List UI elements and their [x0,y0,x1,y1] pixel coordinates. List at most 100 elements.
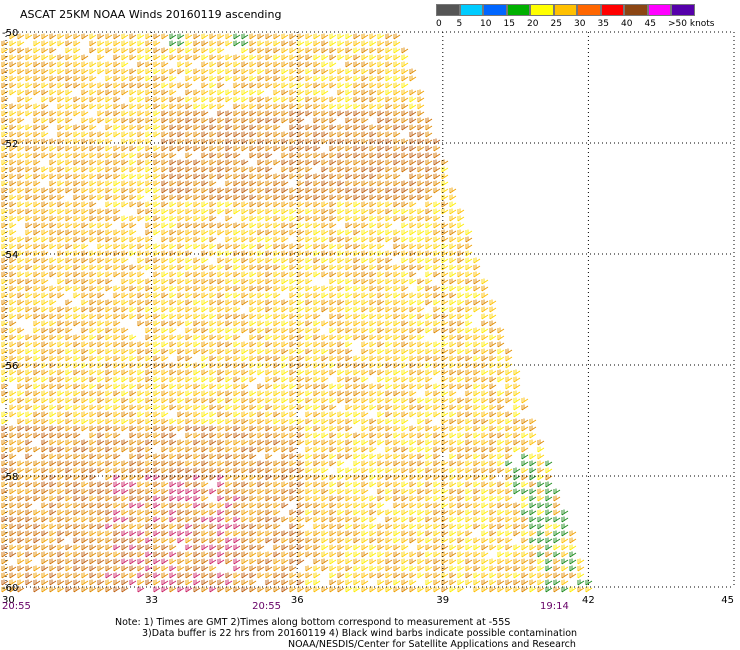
wind-barb [393,159,401,166]
wind-barb [41,82,49,89]
wind-barb [25,229,33,236]
wind-barb [553,516,561,523]
wind-barb [249,530,257,537]
wind-barb [193,292,201,299]
wind-barb [505,453,513,460]
wind-barb [529,572,537,579]
wind-barb [337,334,345,341]
wind-barb [209,313,217,320]
wind-barb [289,250,297,257]
wind-barb [105,61,113,68]
wind-barb [449,439,457,446]
wind-barb [297,173,305,180]
wind-barb [153,481,161,488]
wind-barb [81,271,89,278]
wind-barb [49,47,57,54]
wind-barb [401,201,409,208]
wind-barb [1,425,9,432]
wind-barb [169,257,177,264]
wind-barb [49,75,57,82]
wind-barb [113,341,121,348]
wind-barb [377,243,385,250]
wind-barb [513,523,521,530]
wind-barb [433,551,441,558]
wind-barb [265,285,273,292]
wind-barb [25,75,33,82]
wind-barb [329,565,337,572]
wind-barb [57,460,65,467]
wind-barb [121,355,129,362]
wind-barb [25,313,33,320]
wind-barb [97,187,105,194]
wind-barb [33,474,41,481]
wind-barb [65,145,73,152]
wind-barb [241,194,249,201]
wind-barb [441,285,449,292]
wind-barb [105,579,113,586]
wind-barb [1,306,9,313]
wind-barb [145,292,153,299]
wind-barb [233,383,241,390]
wind-barb [465,509,473,516]
wind-barb [153,201,161,208]
wind-barb [457,264,465,271]
wind-barb [489,488,497,495]
wind-barb [97,89,105,96]
wind-barb [377,250,385,257]
wind-barb [105,103,113,110]
wind-barb [385,341,393,348]
wind-barb [105,516,113,523]
note-line-2: 3)Data buffer is 22 hrs from 20160119 4)… [142,628,578,639]
wind-barb [105,446,113,453]
wind-barb [337,166,345,173]
wind-barb [401,404,409,411]
wind-barb [433,397,441,404]
wind-barb [49,355,57,362]
wind-barb [281,544,289,551]
wind-barb [281,159,289,166]
wind-barb [521,572,529,579]
wind-barb [17,159,25,166]
wind-barb [457,397,465,404]
wind-barb [361,222,369,229]
wind-barb [1,110,9,117]
wind-barb [233,173,241,180]
wind-barb [337,40,345,47]
wind-barb [313,488,321,495]
wind-barb [129,250,137,257]
wind-barb [377,257,385,264]
wind-barb [153,243,161,250]
wind-barb [153,145,161,152]
wind-barb [153,411,161,418]
wind-barb [473,355,481,362]
wind-barb [313,327,321,334]
wind-barb [425,159,433,166]
wind-barb [361,411,369,418]
wind-barb [505,446,513,453]
wind-barb [393,110,401,117]
wind-barb [241,383,249,390]
wind-barb [457,502,465,509]
wind-barb [97,376,105,383]
wind-barb [337,530,345,537]
wind-barb [561,558,569,565]
wind-barb [65,460,73,467]
wind-barb [337,173,345,180]
wind-barb [65,159,73,166]
wind-barb [345,299,353,306]
wind-barb [105,551,113,558]
wind-barb [409,411,417,418]
wind-barb [9,285,17,292]
wind-barb [185,383,193,390]
wind-barb [89,558,97,565]
wind-barb [297,320,305,327]
wind-barb [89,89,97,96]
wind-barb [225,187,233,194]
wind-barb [105,313,113,320]
wind-barb [553,544,561,551]
wind-barb [281,257,289,264]
wind-barb [457,348,465,355]
wind-barb [473,565,481,572]
wind-barb [313,523,321,530]
wind-barb [289,82,297,89]
